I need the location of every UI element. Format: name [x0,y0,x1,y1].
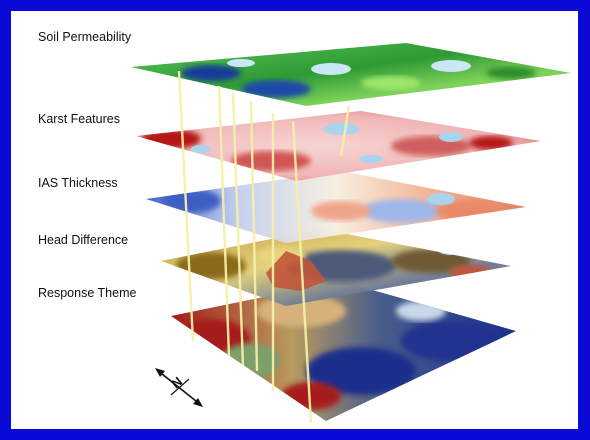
label-head-difference: Head Difference [38,233,129,247]
label-ias-thickness: IAS Thickness [38,176,118,190]
layer-karst-features [136,111,541,181]
north-arrow-icon: N [155,368,203,407]
figure-frame: N Soil Permeability Karst Features IAS T… [11,11,578,429]
layer-head-difference [161,229,511,306]
north-label: N [168,374,185,392]
layer-ias-thickness [146,171,526,243]
label-soil-permeability: Soil Permeability [38,30,132,44]
layer-stack-diagram: N [131,43,571,424]
label-response-theme: Response Theme [38,286,137,300]
layer-soil-permeability [131,43,571,106]
label-karst-features: Karst Features [38,112,120,126]
well-lines [177,70,351,424]
layer-response-theme [171,281,516,421]
